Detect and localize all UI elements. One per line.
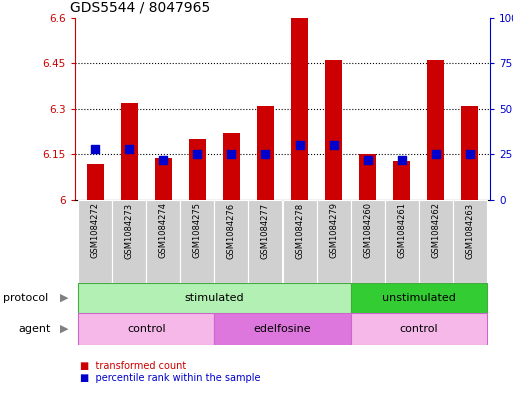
Text: edelfosine: edelfosine [254, 324, 311, 334]
Point [193, 151, 202, 158]
Text: agent: agent [18, 324, 51, 334]
Bar [112, 200, 146, 283]
Text: GSM1084260: GSM1084260 [363, 202, 372, 259]
Bar [214, 200, 248, 283]
Bar [385, 200, 419, 283]
Text: GSM1084277: GSM1084277 [261, 202, 270, 259]
Bar [452, 200, 487, 283]
Bar [350, 200, 385, 283]
Bar [214, 313, 350, 345]
Text: GSM1084274: GSM1084274 [159, 202, 168, 259]
Bar [223, 133, 240, 200]
Point [431, 151, 440, 158]
Bar [317, 200, 350, 283]
Text: stimulated: stimulated [185, 293, 244, 303]
Text: GSM1084275: GSM1084275 [193, 202, 202, 259]
Point [91, 146, 100, 152]
Point [295, 142, 304, 149]
Text: GSM1084263: GSM1084263 [465, 202, 474, 259]
Text: ▶: ▶ [60, 324, 68, 334]
Point [398, 157, 406, 163]
Point [465, 151, 473, 158]
Text: GSM1084262: GSM1084262 [431, 202, 440, 259]
Bar [189, 140, 206, 200]
Bar [78, 313, 214, 345]
Bar [78, 200, 112, 283]
Bar [393, 161, 410, 200]
Text: GSM1084278: GSM1084278 [295, 202, 304, 259]
Text: GSM1084261: GSM1084261 [397, 202, 406, 259]
Bar [146, 200, 181, 283]
Text: GSM1084273: GSM1084273 [125, 202, 134, 259]
Bar [155, 158, 172, 200]
Text: ■  transformed count: ■ transformed count [80, 361, 186, 371]
Text: GSM1084279: GSM1084279 [329, 202, 338, 259]
Text: protocol: protocol [3, 293, 48, 303]
Point [262, 151, 270, 158]
Bar [427, 61, 444, 200]
Text: GSM1084272: GSM1084272 [91, 202, 100, 259]
Text: control: control [127, 324, 166, 334]
Bar [325, 61, 342, 200]
Bar [359, 154, 376, 200]
Bar [350, 283, 487, 313]
Point [125, 146, 133, 152]
Bar [283, 200, 317, 283]
Point [227, 151, 235, 158]
Bar [461, 106, 478, 200]
Bar [248, 200, 283, 283]
Text: GSM1084276: GSM1084276 [227, 202, 236, 259]
Text: control: control [399, 324, 438, 334]
Bar [257, 106, 274, 200]
Text: ■  percentile rank within the sample: ■ percentile rank within the sample [80, 373, 261, 382]
Bar [291, 18, 308, 200]
Text: unstimulated: unstimulated [382, 293, 456, 303]
Bar [121, 103, 138, 200]
Text: GDS5544 / 8047965: GDS5544 / 8047965 [70, 0, 210, 14]
Bar [350, 313, 487, 345]
Point [329, 142, 338, 149]
Bar [181, 200, 214, 283]
Point [160, 157, 168, 163]
Bar [87, 163, 104, 200]
Text: ▶: ▶ [60, 293, 68, 303]
Bar [419, 200, 452, 283]
Point [363, 157, 371, 163]
Bar [78, 283, 350, 313]
